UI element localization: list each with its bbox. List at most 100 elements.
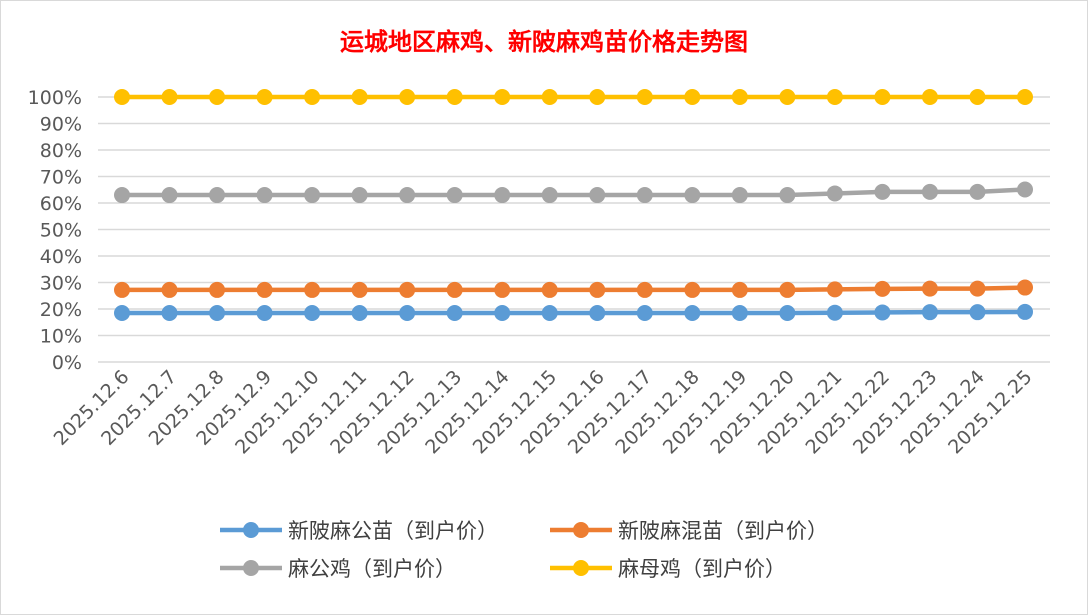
y-tick-label: 100%	[28, 87, 82, 109]
data-point	[114, 89, 130, 105]
data-point	[304, 187, 321, 204]
data-point	[779, 89, 796, 105]
data-point	[1017, 181, 1033, 198]
data-point	[161, 304, 178, 321]
y-tick-label: 20%	[40, 299, 82, 321]
data-point	[636, 304, 653, 321]
data-point	[1017, 303, 1033, 320]
data-point	[494, 89, 511, 105]
data-point	[446, 187, 463, 204]
data-point	[684, 281, 701, 298]
legend-label: 麻公鸡（到户价）	[288, 557, 456, 581]
legend-marker	[243, 560, 259, 576]
data-point	[351, 89, 368, 105]
data-point	[589, 89, 606, 105]
data-point	[541, 187, 558, 204]
data-point	[874, 304, 891, 321]
data-point	[921, 280, 938, 297]
data-point	[874, 89, 891, 105]
data-point	[874, 183, 891, 200]
y-tick-label: 80%	[40, 140, 82, 162]
data-point	[494, 187, 511, 204]
data-point	[921, 183, 938, 200]
y-tick-label: 30%	[40, 273, 82, 295]
legend-marker	[573, 522, 589, 538]
data-point	[636, 187, 653, 204]
data-point	[256, 304, 273, 321]
y-tick-label: 40%	[40, 246, 82, 268]
data-point	[114, 304, 130, 321]
data-point	[684, 89, 701, 105]
data-point	[209, 187, 226, 204]
y-tick-label: 90%	[40, 114, 82, 136]
data-point	[826, 185, 843, 202]
legend-marker	[243, 522, 259, 538]
data-point	[304, 281, 321, 298]
data-point	[779, 187, 796, 204]
data-point	[351, 304, 368, 321]
chart-title: 运城地区麻鸡、新陂麻鸡苗价格走势图	[340, 28, 748, 56]
data-point	[399, 281, 416, 298]
data-point	[1017, 279, 1033, 296]
data-point	[636, 89, 653, 105]
data-point	[399, 89, 416, 105]
data-point	[446, 281, 463, 298]
data-point	[209, 89, 226, 105]
data-point	[304, 304, 321, 321]
data-point	[731, 304, 748, 321]
data-point	[541, 304, 558, 321]
data-point	[446, 304, 463, 321]
data-point	[304, 89, 321, 105]
data-point	[1017, 89, 1033, 105]
data-point	[541, 281, 558, 298]
data-point	[494, 304, 511, 321]
data-point	[826, 304, 843, 321]
data-point	[209, 281, 226, 298]
data-point	[636, 281, 653, 298]
data-point	[494, 281, 511, 298]
data-point	[731, 281, 748, 298]
data-point	[161, 281, 178, 298]
data-point	[399, 187, 416, 204]
data-point	[969, 304, 986, 321]
data-point	[589, 281, 606, 298]
y-tick-label: 10%	[40, 326, 82, 348]
data-point	[779, 304, 796, 321]
data-point	[684, 304, 701, 321]
data-point	[731, 187, 748, 204]
legend-label: 新陂麻混苗（到户价）	[618, 519, 828, 543]
data-point	[731, 89, 748, 105]
y-tick-label: 70%	[40, 167, 82, 189]
data-point	[351, 187, 368, 204]
data-point	[541, 89, 558, 105]
data-point	[921, 304, 938, 321]
legend-label: 新陂麻公苗（到户价）	[288, 519, 498, 543]
data-point	[209, 304, 226, 321]
y-tick-label: 60%	[40, 193, 82, 215]
data-point	[684, 187, 701, 204]
data-point	[256, 89, 273, 105]
data-point	[351, 281, 368, 298]
legend-marker	[573, 560, 589, 576]
data-point	[114, 281, 130, 298]
data-point	[969, 183, 986, 200]
data-point	[826, 281, 843, 298]
data-point	[969, 89, 986, 105]
data-point	[161, 187, 178, 204]
data-point	[399, 304, 416, 321]
data-point	[921, 89, 938, 105]
data-point	[161, 89, 178, 105]
legend-label: 麻母鸡（到户价）	[618, 557, 786, 581]
data-point	[589, 187, 606, 204]
data-point	[114, 187, 130, 204]
data-point	[256, 281, 273, 298]
data-point	[589, 304, 606, 321]
data-point	[969, 280, 986, 297]
data-point	[779, 281, 796, 298]
y-tick-label: 0%	[52, 352, 82, 374]
y-tick-label: 50%	[40, 220, 82, 242]
data-point	[256, 187, 273, 204]
data-point	[874, 280, 891, 297]
